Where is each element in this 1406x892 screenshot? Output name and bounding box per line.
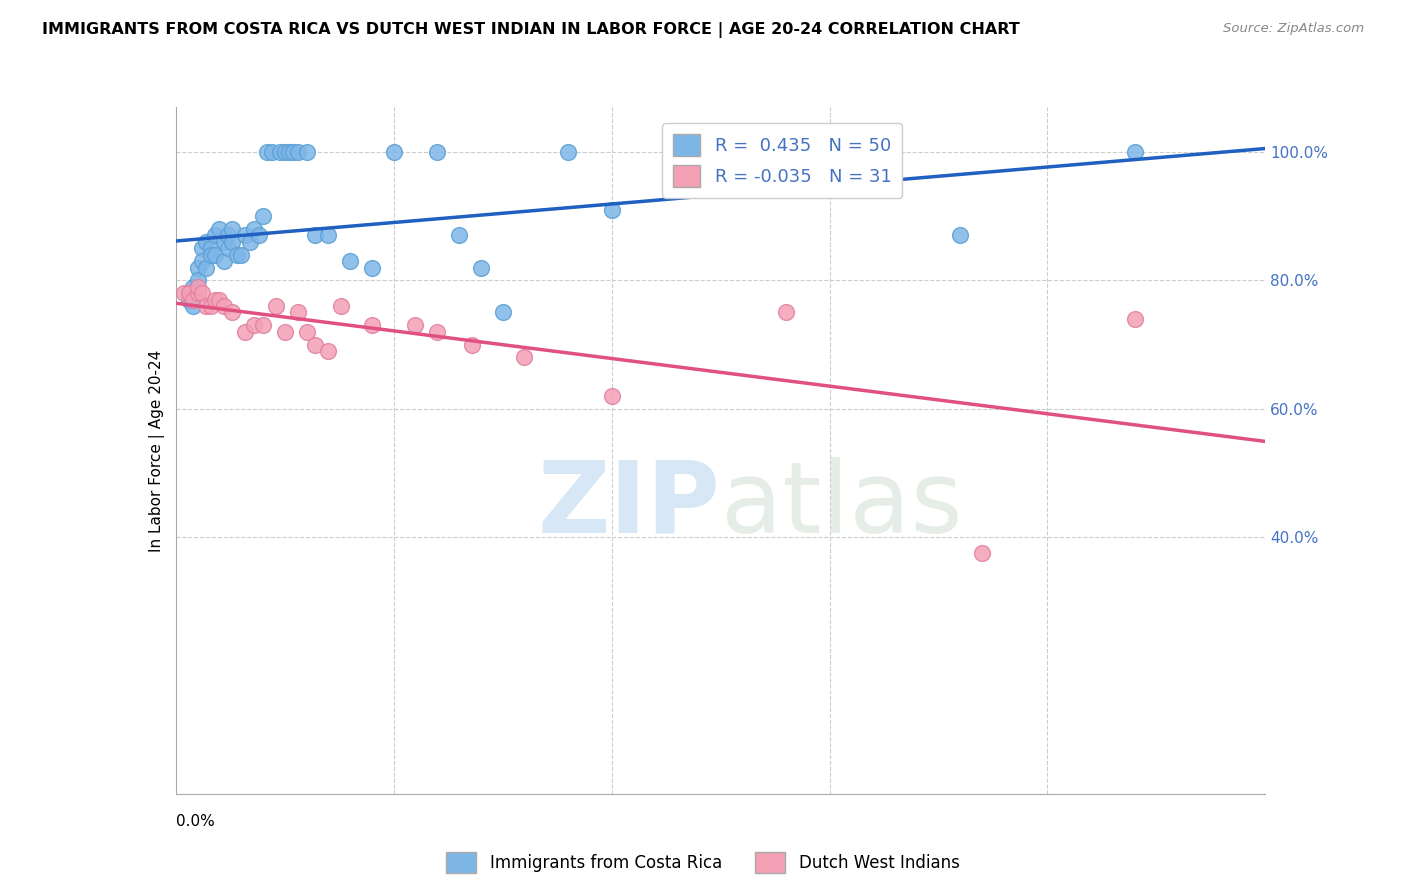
Point <box>318 343 340 358</box>
Point <box>600 202 623 217</box>
Point <box>278 145 301 159</box>
Point <box>217 241 239 255</box>
Point <box>513 351 536 365</box>
Point <box>221 222 243 236</box>
Point <box>186 260 209 275</box>
Point <box>191 286 214 301</box>
Point <box>360 260 382 275</box>
Point <box>181 286 204 301</box>
Text: 0.0%: 0.0% <box>176 814 215 830</box>
Point <box>304 337 326 351</box>
Point <box>339 254 361 268</box>
Point <box>304 228 326 243</box>
Point <box>1123 311 1146 326</box>
Point <box>330 299 353 313</box>
Point <box>295 145 318 159</box>
Point <box>181 293 204 307</box>
Point <box>274 145 297 159</box>
Point <box>318 228 340 243</box>
Point <box>775 305 797 319</box>
Point <box>177 286 200 301</box>
Point <box>173 286 195 301</box>
Point <box>283 145 305 159</box>
Point <box>243 318 266 333</box>
Point <box>256 145 278 159</box>
Point <box>186 286 209 301</box>
Point <box>235 228 257 243</box>
Point <box>200 299 222 313</box>
Point <box>195 235 218 249</box>
Point <box>204 248 226 262</box>
Point <box>204 293 226 307</box>
Point <box>405 318 427 333</box>
Point <box>200 248 222 262</box>
Point <box>247 228 270 243</box>
Point <box>195 260 218 275</box>
Point <box>252 318 274 333</box>
Text: Source: ZipAtlas.com: Source: ZipAtlas.com <box>1223 22 1364 36</box>
Text: atlas: atlas <box>721 457 962 554</box>
Point <box>492 305 515 319</box>
Point <box>200 241 222 255</box>
Y-axis label: In Labor Force | Age 20-24: In Labor Force | Age 20-24 <box>149 350 165 551</box>
Point <box>264 299 287 313</box>
Point <box>221 305 243 319</box>
Point <box>447 228 470 243</box>
Point <box>191 241 214 255</box>
Point <box>239 235 262 249</box>
Point <box>949 228 972 243</box>
Point <box>557 145 579 159</box>
Text: IMMIGRANTS FROM COSTA RICA VS DUTCH WEST INDIAN IN LABOR FORCE | AGE 20-24 CORRE: IMMIGRANTS FROM COSTA RICA VS DUTCH WEST… <box>42 22 1019 38</box>
Point <box>287 145 309 159</box>
Point <box>231 248 253 262</box>
Point <box>360 318 382 333</box>
Point <box>217 228 239 243</box>
Point <box>225 248 247 262</box>
Point <box>970 546 993 560</box>
Point <box>191 254 214 268</box>
Point <box>287 305 309 319</box>
Point <box>204 228 226 243</box>
Point <box>208 222 231 236</box>
Text: ZIP: ZIP <box>537 457 721 554</box>
Point <box>181 299 204 313</box>
Legend: R =  0.435   N = 50, R = -0.035   N = 31: R = 0.435 N = 50, R = -0.035 N = 31 <box>662 123 903 198</box>
Point <box>1123 145 1146 159</box>
Point <box>177 293 200 307</box>
Point <box>195 299 218 313</box>
Point <box>470 260 492 275</box>
Point <box>186 279 209 293</box>
Point <box>252 209 274 223</box>
Point <box>208 293 231 307</box>
Point <box>600 389 623 403</box>
Point <box>274 325 297 339</box>
Point <box>186 273 209 287</box>
Point <box>181 279 204 293</box>
Point <box>177 286 200 301</box>
Point <box>382 145 405 159</box>
Point <box>269 145 291 159</box>
Point <box>295 325 318 339</box>
Point <box>426 145 449 159</box>
Point <box>260 145 283 159</box>
Point <box>426 325 449 339</box>
Point <box>235 325 257 339</box>
Legend: Immigrants from Costa Rica, Dutch West Indians: Immigrants from Costa Rica, Dutch West I… <box>440 846 966 880</box>
Point <box>212 235 235 249</box>
Point <box>212 254 235 268</box>
Point <box>243 222 266 236</box>
Point <box>221 235 243 249</box>
Point <box>461 337 484 351</box>
Point <box>212 299 235 313</box>
